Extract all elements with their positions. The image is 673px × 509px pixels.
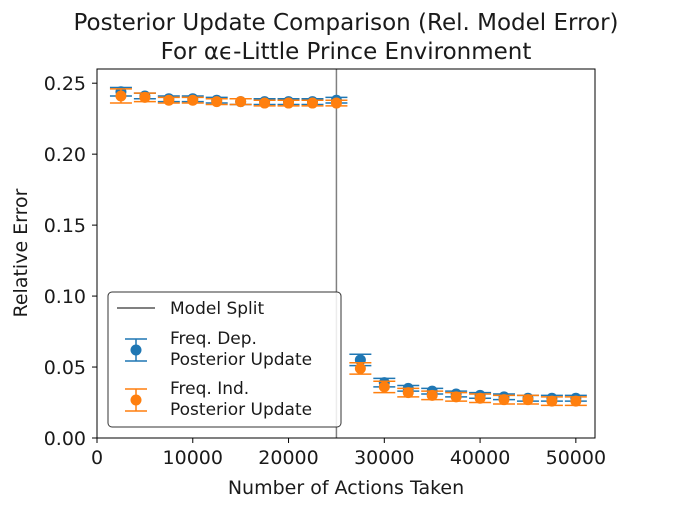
data-point	[354, 362, 366, 374]
x-tick-label: 50000	[546, 447, 606, 469]
data-point	[163, 94, 175, 106]
data-point	[378, 381, 390, 393]
y-tick-label: 0.15	[44, 215, 86, 237]
data-point	[498, 394, 510, 406]
legend-frame	[107, 291, 342, 428]
y-tick-label: 0.00	[44, 428, 86, 450]
y-tick-label: 0.05	[44, 357, 86, 379]
data-point	[450, 391, 462, 403]
legend: Model Split Freq. Dep. Posterior Update …	[107, 291, 342, 428]
x-tick-label: 0	[91, 447, 103, 469]
y-tick-label: 0.25	[44, 73, 86, 95]
data-point	[474, 392, 486, 404]
data-point	[330, 97, 342, 109]
chart-subtitle: For αϵ-Little Prince Environment	[161, 39, 532, 65]
x-tick-label: 30000	[354, 447, 414, 469]
data-point	[211, 96, 223, 108]
data-point	[570, 395, 582, 407]
x-tick-label: 40000	[450, 447, 510, 469]
data-point	[426, 389, 438, 401]
legend-label-model-split: Model Split	[170, 299, 264, 319]
data-point	[306, 97, 318, 109]
chart-title: Posterior Update Comparison (Rel. Model …	[73, 10, 618, 36]
y-tick-label: 0.20	[44, 144, 86, 166]
data-point	[235, 96, 247, 108]
plot-frame	[96, 68, 596, 439]
x-tick-label: 10000	[163, 447, 223, 469]
series-1	[109, 88, 587, 407]
legend-swatch-freq-dep	[125, 338, 147, 362]
data-point	[187, 94, 199, 106]
x-axis: 0 10000 20000 30000 40000 50000	[91, 438, 606, 469]
plot-area	[109, 69, 587, 438]
y-axis: 0.00 0.05 0.10 0.15 0.20 0.25	[44, 73, 97, 450]
data-point	[546, 395, 558, 407]
y-axis-label: Relative Error	[10, 188, 32, 317]
legend-marker	[130, 394, 142, 406]
data-point	[115, 90, 127, 102]
data-point	[522, 394, 534, 406]
legend-label-freq-ind: Freq. Ind. Posterior Update	[170, 379, 312, 420]
x-tick-label: 20000	[258, 447, 318, 469]
legend-swatch-freq-ind	[125, 388, 147, 412]
data-point	[259, 97, 271, 109]
y-tick-label: 0.10	[44, 286, 86, 308]
data-point	[139, 91, 151, 103]
x-axis-label: Number of Actions Taken	[228, 477, 464, 499]
data-point	[402, 387, 414, 399]
legend-label-freq-dep: Freq. Dep. Posterior Update	[170, 329, 312, 370]
legend-marker	[130, 344, 142, 356]
data-point	[283, 97, 295, 109]
